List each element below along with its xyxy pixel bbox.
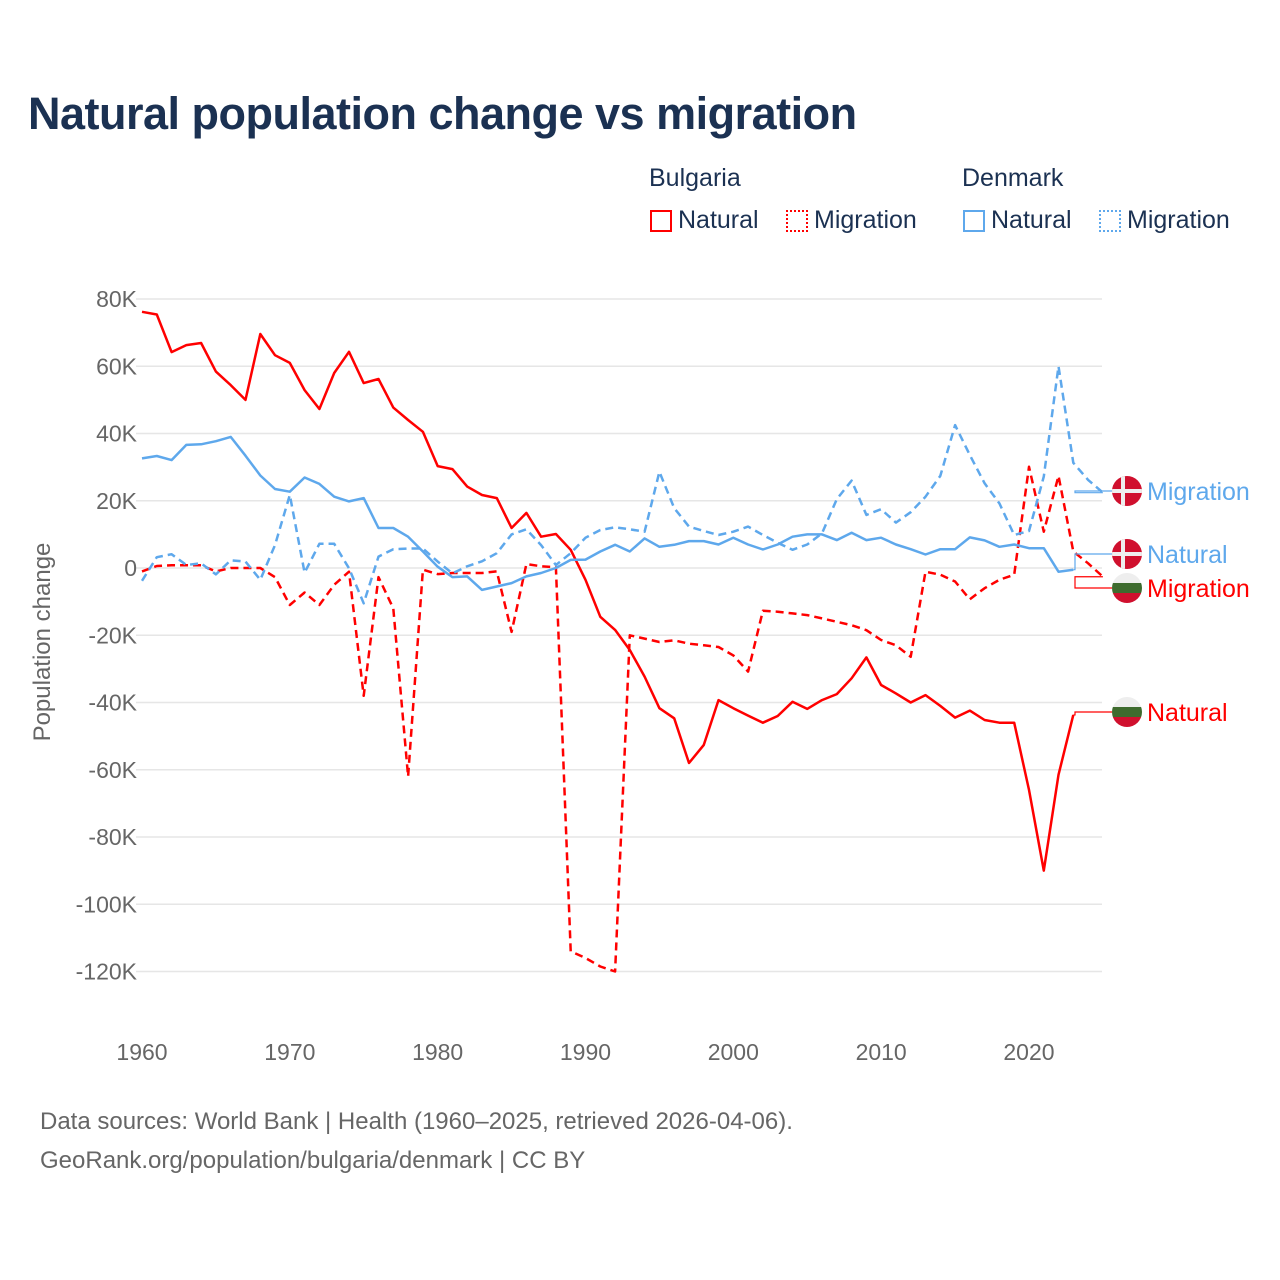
chart-title: Natural population change vs migration — [28, 88, 857, 139]
label-connector — [1074, 490, 1112, 494]
bulgaria-flag-icon — [1112, 697, 1142, 727]
y-tick-label: -120K — [76, 959, 138, 985]
legend-label: Natural — [991, 206, 1072, 234]
x-tick-label: 2000 — [708, 1039, 759, 1065]
x-tick-label: 2020 — [1003, 1039, 1054, 1065]
end-label-bg-natural: Natural — [1147, 699, 1228, 727]
series-line-denmark-natural — [141, 435, 1074, 592]
legend-label: Natural — [678, 206, 759, 234]
footer-link[interactable]: GeoRank.org/population/bulgaria/denmark … — [40, 1147, 586, 1174]
series-line-denmark-migration — [140, 365, 1104, 605]
bulgaria-flag-icon — [1112, 573, 1142, 603]
solid-swatch-icon — [650, 209, 672, 232]
y-tick-label: -100K — [76, 891, 138, 917]
x-tick-label: 1980 — [412, 1039, 463, 1065]
dotted-swatch-icon — [1099, 209, 1121, 232]
y-axis-label: Population change — [29, 543, 56, 742]
y-tick-label: -20K — [88, 622, 137, 648]
denmark-flag-icon — [1112, 476, 1142, 506]
x-tick-label: 1960 — [116, 1039, 167, 1065]
legend-bulgaria-natural[interactable]: Natural — [650, 206, 759, 235]
x-tick-label: 1990 — [560, 1039, 611, 1065]
legend-denmark-natural[interactable]: Natural — [963, 206, 1072, 235]
y-tick-label: 40K — [96, 421, 138, 447]
y-tick-label: 20K — [96, 488, 138, 514]
dotted-swatch-icon — [786, 209, 808, 232]
solid-swatch-icon — [963, 209, 985, 232]
legend-label: Migration — [1127, 206, 1230, 234]
end-label-dk-migration: Migration — [1147, 478, 1250, 506]
y-tick-label: 80K — [96, 286, 138, 312]
y-tick-label: -40K — [88, 690, 137, 716]
label-connector — [1073, 553, 1112, 571]
legend-denmark-migration[interactable]: Migration — [1099, 206, 1230, 235]
y-tick-label: -60K — [88, 757, 137, 783]
label-connector — [1074, 576, 1112, 589]
denmark-flag-icon — [1112, 539, 1142, 569]
y-tick-label: -80K — [88, 824, 137, 850]
legend-label: Migration — [814, 206, 917, 234]
series-line-bulgaria-natural — [141, 310, 1075, 872]
legend-bulgaria-migration[interactable]: Migration — [786, 206, 917, 235]
end-label-dk-natural: Natural — [1147, 541, 1228, 569]
x-tick-label: 2010 — [856, 1039, 907, 1065]
y-tick-label: 60K — [96, 353, 138, 379]
legend-group-denmark: Denmark — [962, 164, 1064, 192]
legend-group-bulgaria: Bulgaria — [649, 164, 741, 192]
end-label-bg-migration: Migration — [1147, 575, 1250, 603]
y-tick-label: 0 — [124, 555, 137, 581]
x-tick-label: 1970 — [264, 1039, 315, 1065]
label-connector — [1073, 711, 1112, 716]
footer-sources: Data sources: World Bank | Health (1960–… — [40, 1108, 793, 1135]
series-line-bulgaria-migration — [141, 465, 1104, 973]
